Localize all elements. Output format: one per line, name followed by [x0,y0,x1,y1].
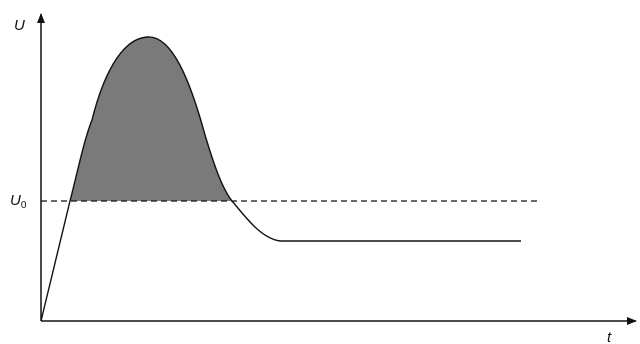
x-axis-label: t [607,329,612,344]
threshold-label: U0 [10,192,27,211]
threshold-label-subscript: 0 [21,200,27,211]
voltage-curve [40,36,521,322]
threshold-label-main: U [10,192,21,209]
shaded-area-above-threshold [70,36,232,201]
y-axis-label: U [14,17,25,34]
